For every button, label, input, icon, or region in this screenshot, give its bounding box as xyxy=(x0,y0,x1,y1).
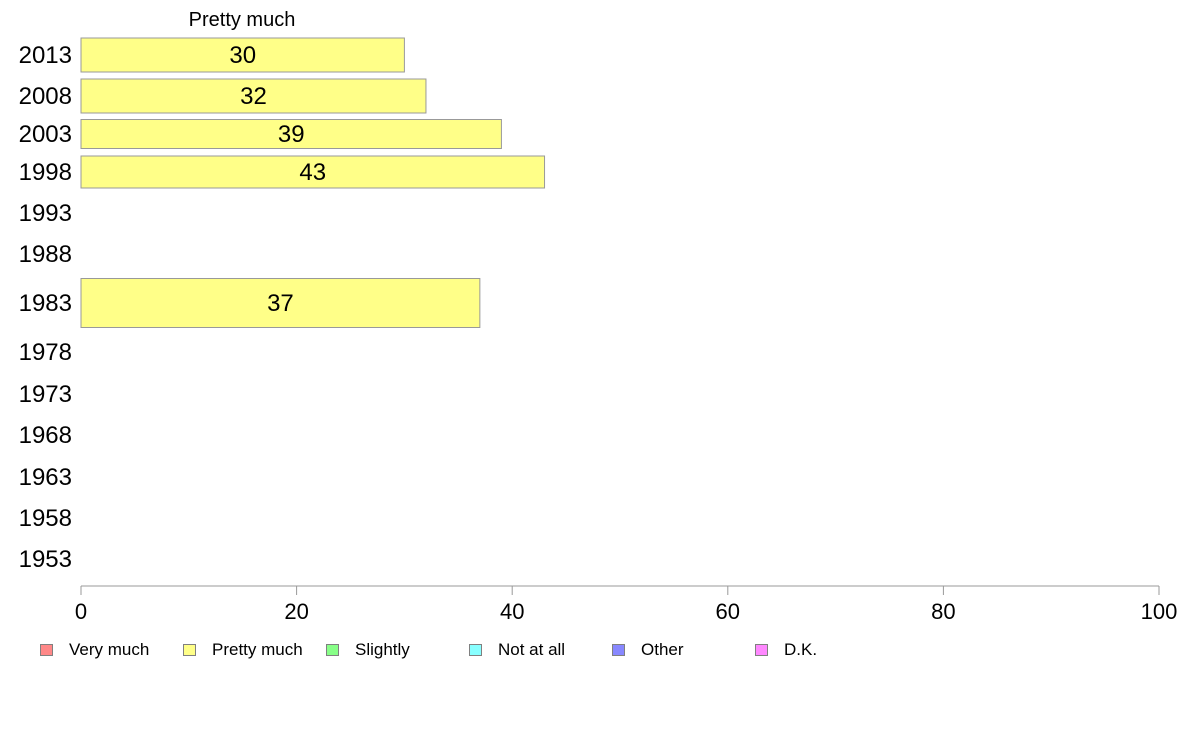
x-tick-label: 100 xyxy=(1141,599,1178,624)
legend-label: Not at all xyxy=(498,640,566,659)
legend-label: Pretty much xyxy=(212,640,303,659)
year-label: 1998 xyxy=(19,159,72,186)
bar-value-label: 43 xyxy=(299,159,326,186)
bar xyxy=(80,155,546,189)
legend-label: D.K. xyxy=(784,640,818,659)
bar-value-label: 37 xyxy=(267,290,294,317)
legend-item-dk: D.K. xyxy=(755,637,817,663)
bar-value-label: 30 xyxy=(229,42,256,69)
legend-item-slightly: Slightly xyxy=(326,637,410,663)
bars: 30 32 39 43 37 xyxy=(80,37,546,328)
legend-item-pretty-much: Pretty much xyxy=(183,637,303,663)
x-tick-label: 20 xyxy=(284,599,308,624)
x-tick-label: 80 xyxy=(931,599,955,624)
legend-label: Other xyxy=(641,640,684,659)
legend: Very much Pretty much Slightly Not at al… xyxy=(0,637,1188,663)
year-label: 1968 xyxy=(19,422,72,449)
bar-value-label: 39 xyxy=(278,121,305,148)
legend-swatch xyxy=(326,644,339,656)
legend-swatch xyxy=(40,644,53,656)
year-label: 2003 xyxy=(19,121,72,148)
legend-item-very-much: Very much xyxy=(40,637,149,663)
year-label: 1983 xyxy=(19,290,72,317)
legend-swatch xyxy=(755,644,768,656)
x-tick-label: 40 xyxy=(500,599,524,624)
bar xyxy=(80,278,481,328)
x-tick-label: 60 xyxy=(716,599,740,624)
year-labels: 2013 2008 2003 1998 1993 1988 1983 1978 1973 1968… xyxy=(19,42,72,573)
legend-swatch xyxy=(183,644,196,656)
legend-swatch xyxy=(612,644,625,656)
legend-item-not-at-all: Not at all xyxy=(469,637,565,663)
year-label: 2013 xyxy=(19,42,72,69)
x-tick-label: 0 xyxy=(75,599,87,624)
year-label: 1958 xyxy=(19,505,72,532)
year-label: 1963 xyxy=(19,464,72,491)
bar xyxy=(80,78,427,114)
year-label: 1953 xyxy=(19,546,72,573)
bar xyxy=(80,119,502,149)
bar-value-label: 32 xyxy=(240,83,267,110)
legend-swatch xyxy=(469,644,482,656)
year-label: 2008 xyxy=(19,83,72,110)
legend-item-other: Other xyxy=(612,637,684,663)
year-label: 1978 xyxy=(19,339,72,366)
chart-title: Pretty much xyxy=(189,9,296,31)
year-label: 1973 xyxy=(19,381,72,408)
bar xyxy=(80,37,405,73)
legend-label: Very much xyxy=(69,640,150,659)
x-axis: 0 20 40 60 80 100 xyxy=(75,585,1178,624)
year-label: 1988 xyxy=(19,241,72,268)
year-label: 1993 xyxy=(19,200,72,227)
legend-label: Slightly xyxy=(355,640,410,659)
